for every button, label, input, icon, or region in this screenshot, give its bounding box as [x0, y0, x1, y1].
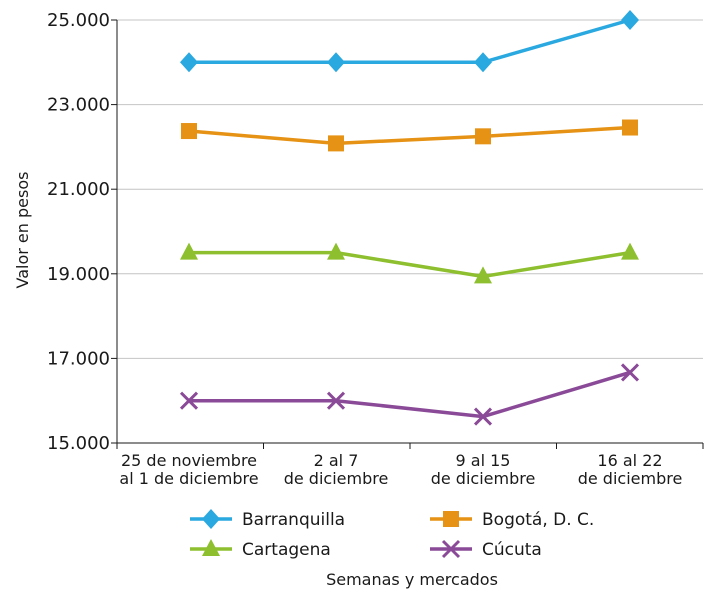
legend-item: Bogotá, D. C.: [430, 510, 594, 530]
series-line: [189, 370, 631, 419]
data-point: [181, 123, 197, 140]
x-tick-label: de diciembre: [284, 469, 389, 488]
data-point: [474, 52, 492, 73]
x-tick-label: al 1 de diciembre: [119, 469, 258, 488]
series-line: [189, 18, 631, 65]
data-point: [622, 119, 638, 136]
data-point: [326, 391, 346, 410]
data-point: [327, 52, 345, 73]
axes: 15.000 17.000 19.000 21.000 23.000 25.000 25 d…: [47, 10, 704, 488]
series-0: [180, 10, 639, 73]
legend-marker: [202, 539, 220, 556]
x-marker-stroke: [620, 363, 640, 382]
x-marker-stroke: [473, 407, 493, 426]
y-tick-label: 21.000: [47, 179, 110, 200]
grid: [117, 19, 703, 444]
legend-item: Cartagena: [190, 539, 331, 560]
series-1: [181, 119, 638, 152]
legend-item: Barranquilla: [190, 509, 345, 530]
data-point: [180, 52, 198, 73]
data-point: [475, 128, 491, 145]
legend-label: Cartagena: [242, 540, 331, 560]
series-2: [180, 242, 639, 284]
data-point: [179, 391, 199, 410]
legend-marker: [202, 509, 220, 529]
legend-label: Barranquilla: [242, 510, 345, 530]
series-layer: [179, 10, 640, 426]
legend-marker: [441, 539, 461, 559]
x-tick-label: de diciembre: [431, 469, 536, 488]
x-marker-stroke: [179, 391, 199, 410]
data-point: [474, 266, 492, 284]
legend-item: Cúcuta: [430, 539, 542, 560]
data-point: [180, 242, 198, 260]
x-tick-label: 9 al 15: [456, 451, 511, 470]
legend-marker: [443, 511, 459, 527]
data-point: [328, 135, 344, 152]
x-tick-label: de diciembre: [578, 469, 683, 488]
y-axis-title: Valor en pesos: [13, 172, 32, 289]
x-tick-label: 16 al 22: [597, 451, 662, 470]
y-tick-label: 15.000: [47, 433, 110, 454]
data-point: [473, 407, 493, 426]
x-marker-stroke: [441, 539, 461, 559]
y-tick-label: 23.000: [47, 95, 110, 116]
data-point: [621, 10, 639, 30]
legend-label: Bogotá, D. C.: [482, 510, 594, 530]
series-line: [188, 125, 631, 146]
series-line: [189, 250, 631, 279]
y-tick-label: 25.000: [47, 10, 110, 31]
data-point: [621, 242, 639, 260]
y-tick-label: 17.000: [47, 348, 110, 369]
y-tick-label: 19.000: [47, 264, 110, 285]
legend: Barranquilla Bogotá, D. C. Cartagena Cúcuta: [190, 509, 594, 560]
x-tick-label: 25 de noviembre: [121, 451, 257, 470]
legend-label: Cúcuta: [482, 540, 542, 560]
x-marker-stroke: [326, 391, 346, 410]
data-point: [620, 363, 640, 382]
x-tick-label: 2 al 7: [314, 451, 359, 470]
x-axis-title: Semanas y mercados: [326, 570, 498, 589]
data-point: [327, 242, 345, 260]
series-3: [179, 363, 640, 426]
